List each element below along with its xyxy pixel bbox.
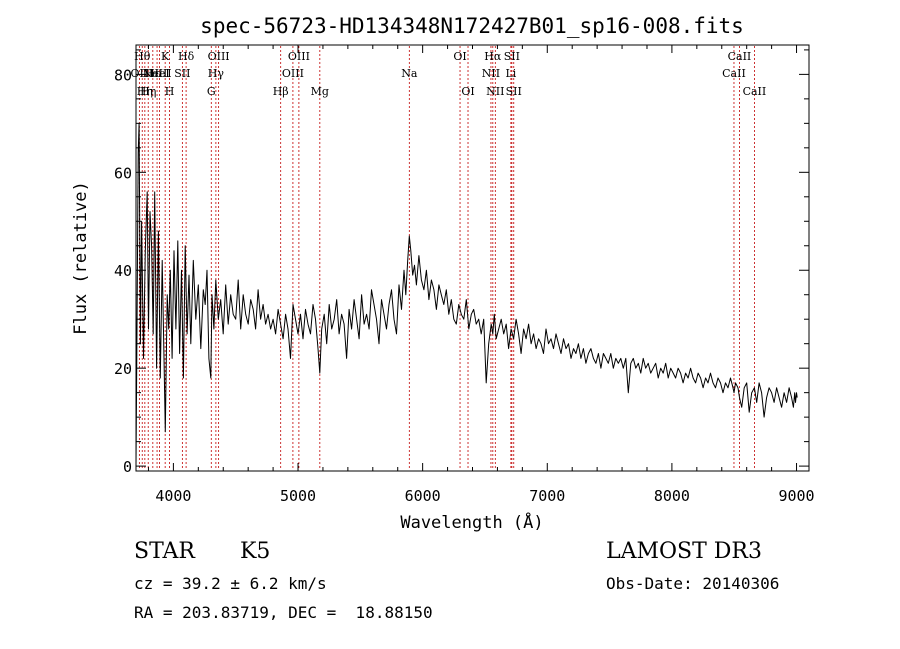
- line-marker-label: G: [207, 85, 216, 98]
- chart-title: spec-56723-HD134348N172427B01_sp16-008.f…: [200, 14, 744, 38]
- subclass: K5: [240, 539, 271, 564]
- line-marker-label: Hθ: [134, 50, 151, 63]
- line-marker-label: K: [161, 50, 170, 63]
- line-marker-label: Hη: [137, 85, 153, 98]
- survey-name: LAMOST DR3: [606, 539, 762, 564]
- y-tick-label: 60: [114, 164, 132, 182]
- line-marker-label: OI: [453, 50, 466, 63]
- y-tick-label: 40: [114, 262, 132, 280]
- x-axis-label: Wavelength (Å): [400, 511, 543, 533]
- obs-date: Obs-Date: 20140306: [606, 574, 780, 593]
- line-marker-label: SII: [506, 85, 522, 98]
- x-tick-label: 8000: [654, 487, 690, 505]
- line-marker-label: H: [165, 85, 175, 98]
- x-tick-label: 7000: [529, 487, 565, 505]
- line-marker-label: Na: [401, 67, 418, 80]
- x-tick-label: 4000: [155, 487, 191, 505]
- line-marker-label: OIII: [282, 67, 304, 80]
- line-marker-label: Li: [505, 67, 516, 80]
- line-marker-label: NeIII: [142, 67, 171, 80]
- x-axis-ticks: 4000 5000 6000 7000 8000 9000: [147, 45, 815, 505]
- line-marker-label: OIII: [208, 50, 230, 63]
- line-marker-label: SII: [504, 50, 520, 63]
- line-marker-label: OIII: [288, 50, 310, 63]
- line-markers: [138, 46, 755, 470]
- y-axis-label: Flux (relative): [71, 181, 91, 335]
- line-marker-label: CaII: [722, 67, 746, 80]
- line-marker-label: Hε: [145, 67, 161, 80]
- y-tick-label: 0: [123, 458, 132, 476]
- line-marker-label: Hη: [140, 85, 156, 98]
- object-class: STAR: [134, 539, 195, 564]
- line-marker-label: OII: [131, 67, 149, 80]
- line-marker-label: HeI: [149, 67, 169, 80]
- redshift: cz = 39.2 ± 6.2 km/s: [134, 574, 327, 593]
- line-marker-label: Hβ: [273, 85, 289, 98]
- x-tick-label: 6000: [405, 487, 441, 505]
- line-marker-label: NII: [482, 67, 500, 80]
- x-tick-label: 5000: [280, 487, 316, 505]
- line-marker-labels: OIIHθHηHηHεNeIIIHeIKHSIIHδGHγOIIIHβOIIIO…: [131, 50, 767, 98]
- plot-frame: [135, 44, 810, 472]
- line-marker-label: Mg: [311, 85, 329, 98]
- line-marker-label: Hα: [484, 50, 502, 63]
- y-axis-ticks: 0 20 40 60 80: [114, 49, 809, 476]
- line-marker-label: OI: [461, 85, 474, 98]
- line-marker-label: SII: [174, 67, 190, 80]
- line-marker-label: Hδ: [178, 50, 195, 63]
- line-marker-label: Hγ: [208, 67, 225, 80]
- line-marker-label: NII: [486, 85, 504, 98]
- coordinates: RA = 203.83719, DEC = 18.88150: [134, 603, 433, 622]
- y-tick-label: 80: [114, 66, 132, 84]
- spectrum-line: [135, 122, 798, 467]
- line-marker-label: CaII: [728, 50, 752, 63]
- y-tick-label: 20: [114, 360, 132, 378]
- x-tick-label: 9000: [778, 487, 814, 505]
- line-marker-label: CaII: [743, 85, 767, 98]
